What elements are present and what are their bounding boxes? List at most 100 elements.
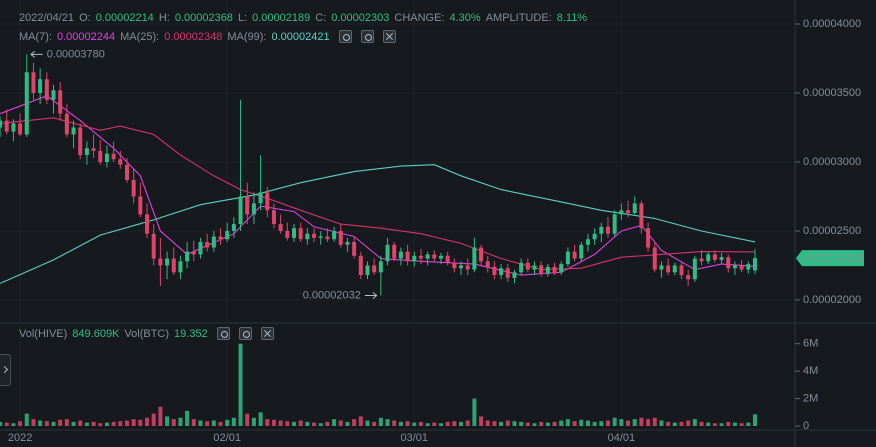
volume-bar (231, 417, 236, 426)
volume-bar (472, 398, 477, 426)
candle-body (572, 251, 577, 259)
candle-body (251, 203, 256, 215)
candle (519, 258, 524, 276)
volume-bar (672, 422, 677, 426)
legend-label: L: (237, 12, 248, 24)
candle-body (739, 265, 744, 270)
candle (646, 222, 651, 252)
candle-body (726, 257, 731, 269)
volume-bar (699, 421, 704, 426)
settings-button[interactable] (360, 30, 374, 43)
candle (479, 244, 484, 266)
candle (679, 261, 684, 280)
candle (672, 262, 677, 276)
candle (44, 72, 49, 105)
volume-bar (0, 421, 3, 426)
candle (492, 261, 497, 280)
volume-bar (58, 419, 63, 426)
candle-body (372, 265, 377, 273)
volume-bar (358, 416, 363, 426)
volume-bar (499, 421, 504, 426)
candle-body (118, 159, 123, 165)
volume-bar (51, 421, 56, 426)
volume-bar (565, 419, 570, 426)
candle (332, 226, 337, 242)
visibility-button[interactable] (216, 327, 230, 340)
settings-button[interactable] (238, 327, 252, 340)
volume-bar (305, 421, 310, 426)
candle-body (218, 236, 223, 240)
candle-body (165, 258, 170, 266)
volume-bar (539, 421, 544, 426)
panel-toggle[interactable] (0, 354, 11, 386)
candle-body (298, 228, 303, 240)
candle (592, 228, 597, 245)
candle (91, 134, 96, 158)
volume-bar (559, 420, 564, 426)
candle (392, 241, 397, 262)
candle (0, 116, 3, 138)
candle (265, 186, 270, 218)
candle (572, 244, 577, 262)
candle-body (38, 79, 43, 94)
low-arrow (364, 292, 378, 299)
x-tick-label: 03/01 (400, 432, 428, 444)
candle (211, 230, 216, 252)
volume-bar (659, 420, 664, 426)
volume-bar (432, 422, 437, 426)
volume-bar (639, 417, 644, 426)
candle (732, 261, 737, 276)
candle-body (679, 265, 684, 276)
candle (118, 150, 123, 169)
candle-body (124, 164, 129, 180)
candle (726, 254, 731, 273)
last-price-label: 0.00002303 (805, 253, 863, 265)
volume-bar (225, 419, 230, 426)
close-button[interactable] (260, 327, 274, 340)
candle-body (185, 251, 190, 262)
volume-bar (84, 422, 89, 426)
volume-bar (626, 420, 631, 426)
candle-body (519, 262, 524, 273)
candle (652, 241, 657, 273)
volume-bar (245, 413, 250, 426)
volume-bar (238, 343, 243, 426)
candle-body (712, 254, 717, 260)
candle-body (231, 224, 236, 231)
candle-body (238, 196, 243, 225)
candle (58, 81, 63, 121)
volume-bar (619, 419, 624, 426)
volume-bar (71, 421, 76, 426)
volume-bar (532, 423, 537, 426)
candle (585, 233, 590, 252)
candle (626, 200, 631, 218)
candle (251, 192, 256, 225)
candle-body (732, 265, 737, 269)
volume-bar (612, 417, 617, 426)
close-button[interactable] (382, 30, 396, 43)
date: 2022/04/21 (19, 12, 75, 24)
candle (11, 119, 16, 142)
candle (312, 228, 317, 242)
volume-bar (165, 416, 170, 426)
candle-body (579, 244, 584, 259)
candle (352, 236, 357, 259)
candle (111, 141, 116, 162)
candle-body (178, 261, 183, 273)
candle-body (31, 72, 36, 94)
volume-bar (552, 421, 557, 426)
candle-body (98, 150, 103, 162)
candle (505, 264, 510, 282)
candle-body (158, 258, 163, 266)
candle-body (151, 233, 156, 259)
candle-body (492, 266, 497, 276)
candle-body (225, 230, 230, 240)
volume-bar (138, 419, 143, 426)
candle (499, 264, 504, 280)
volume-bar (178, 417, 183, 426)
visibility-button[interactable] (338, 30, 352, 43)
candle-body (71, 127, 76, 135)
candle (298, 222, 303, 242)
last-price-tag (796, 250, 864, 267)
